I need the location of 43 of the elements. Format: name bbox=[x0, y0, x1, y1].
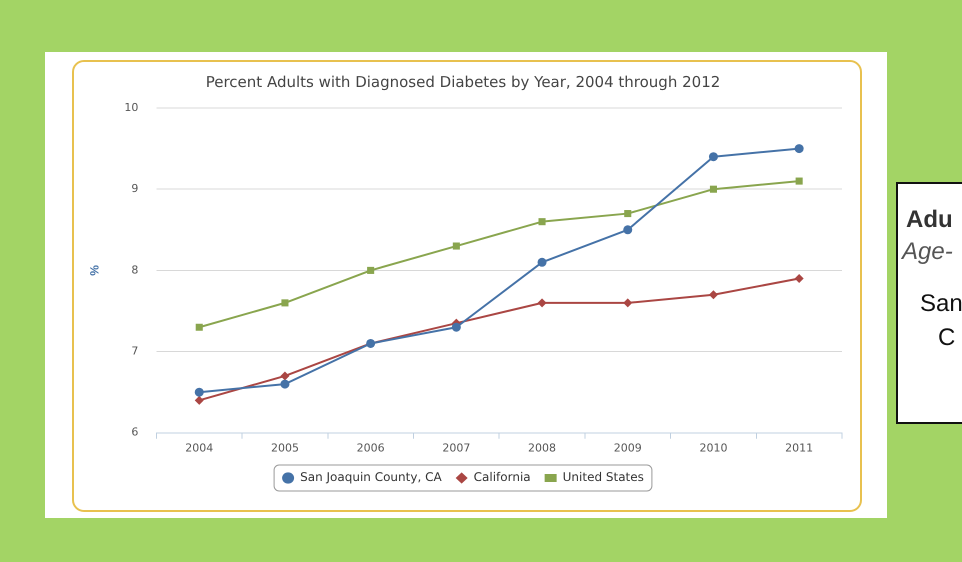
text: Adu bbox=[906, 206, 953, 234]
x-tick-label: 2011 bbox=[785, 441, 814, 454]
x-tick-label: 2010 bbox=[699, 441, 728, 454]
point bbox=[367, 266, 374, 274]
point bbox=[794, 144, 804, 154]
legend-label: United States bbox=[562, 470, 644, 484]
legend-label: California bbox=[474, 470, 531, 484]
point bbox=[196, 324, 203, 331]
point bbox=[280, 371, 290, 380]
point bbox=[538, 258, 547, 267]
y-tick-label: 10 bbox=[124, 100, 138, 114]
point bbox=[624, 210, 632, 218]
text: Age- bbox=[902, 238, 953, 266]
point bbox=[708, 290, 718, 300]
text: C bbox=[938, 324, 956, 352]
y-tick-label: 7 bbox=[131, 344, 138, 358]
point bbox=[623, 298, 632, 308]
point bbox=[796, 178, 803, 185]
y-tick-label: 8 bbox=[131, 263, 138, 276]
x-tick-label: 2005 bbox=[270, 441, 299, 454]
text: San bbox=[920, 290, 962, 318]
point bbox=[623, 225, 632, 234]
point bbox=[794, 274, 804, 284]
point bbox=[280, 380, 290, 389]
point bbox=[538, 218, 546, 226]
legend-label: San Joaquin County, CA bbox=[300, 470, 442, 484]
x-tick-label: 2009 bbox=[614, 441, 642, 454]
y-tick-label: 9 bbox=[131, 182, 138, 196]
point bbox=[452, 242, 460, 250]
point bbox=[194, 396, 204, 405]
chart-title: Percent Adults with Diagnosed Diabetes by Year, 2004 through 2012 bbox=[206, 72, 720, 91]
point bbox=[710, 186, 717, 193]
x-tick-label: 2008 bbox=[528, 441, 556, 454]
y-axis-title: % bbox=[88, 264, 102, 276]
point bbox=[452, 322, 461, 332]
point bbox=[194, 388, 204, 397]
point bbox=[538, 298, 547, 308]
y-tick-label: 6 bbox=[131, 426, 138, 439]
point bbox=[281, 299, 288, 306]
x-tick-label: 2007 bbox=[442, 441, 470, 454]
x-tick-label: 2006 bbox=[356, 441, 385, 454]
x-tick-label: 2004 bbox=[185, 441, 214, 454]
point bbox=[708, 152, 718, 162]
